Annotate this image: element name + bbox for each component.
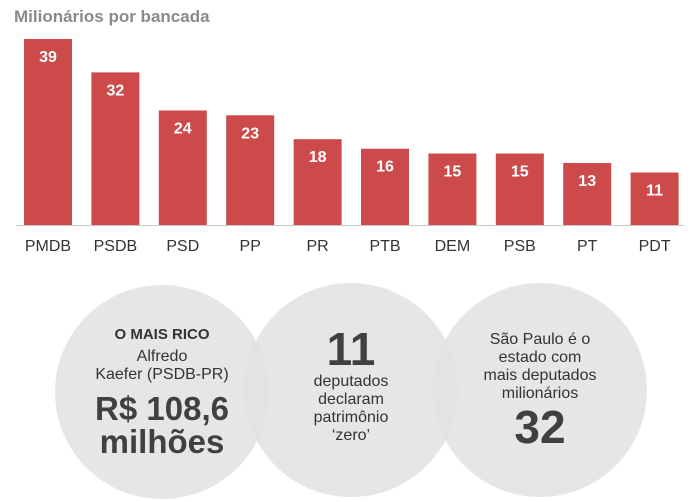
zero-assets-line4: ‘zero’ xyxy=(331,427,371,444)
x-tick-label: PR xyxy=(306,238,328,255)
bar-value-label: 18 xyxy=(309,149,327,166)
bar-pmdb xyxy=(24,39,72,225)
bar-pdt xyxy=(630,172,679,225)
x-tick-label: PT xyxy=(577,238,598,255)
bar-pt xyxy=(563,163,612,225)
x-tick-label: PSD xyxy=(166,238,199,255)
x-tick-label: PSDB xyxy=(94,238,138,255)
x-tick-label: PSB xyxy=(504,238,536,255)
state-line1: São Paulo é o xyxy=(489,331,591,348)
bar-value-label: 15 xyxy=(511,164,529,181)
x-tick-label: PP xyxy=(240,238,261,255)
bar-ptb xyxy=(361,148,409,225)
bar-value-label: 24 xyxy=(174,121,192,138)
bar-psb xyxy=(495,153,544,225)
x-tick-label: PTB xyxy=(369,238,400,255)
bar-value-label: 11 xyxy=(646,183,663,200)
x-tick-label: PMDB xyxy=(25,238,71,255)
state-count: 32 xyxy=(514,401,566,453)
x-tick-label: DEM xyxy=(435,238,471,255)
state-line4: milionários xyxy=(501,385,579,402)
bar-value-label: 15 xyxy=(444,164,462,181)
bar-dem xyxy=(428,153,477,225)
richest-value-line2: milhões xyxy=(99,423,225,460)
richest-value-line1: R$ 108,6 xyxy=(95,390,229,427)
bar-psdb xyxy=(91,72,140,226)
bar-value-label: 39 xyxy=(39,49,57,66)
zero-assets-count: 11 xyxy=(326,323,376,375)
state-circle: São Paulo é o estado com mais deputados … xyxy=(433,283,647,497)
zero-assets-circle: 11 deputados declaram patrimônio ‘zero’ xyxy=(244,283,458,497)
bar-chart: 39 PMDB 32 PSDB 24 PSD 23 PP 18 PR 16 PTB 15 DEM 15 PSB… xyxy=(16,39,684,255)
chart-title: Milionários por bancada xyxy=(14,7,210,26)
bar-pr xyxy=(293,139,342,225)
richest-heading: O MAIS RICO xyxy=(114,326,210,343)
zero-assets-line1: deputados xyxy=(313,373,389,390)
bar-value-label: 16 xyxy=(376,159,394,176)
richest-name-line1: Alfredo xyxy=(136,348,188,365)
richest-name-line2: Kaefer (PSDB-PR) xyxy=(95,366,229,383)
richest-deputy-circle: O MAIS RICO Alfredo Kaefer (PSDB-PR) R$ … xyxy=(55,285,269,499)
bar-psd xyxy=(158,110,207,225)
bar-pp xyxy=(226,115,275,225)
state-line3: mais deputados xyxy=(483,367,597,384)
zero-assets-line2: declaram xyxy=(318,391,384,408)
bar-value-label: 32 xyxy=(107,82,125,99)
state-line2: estado com xyxy=(498,349,582,366)
zero-assets-line3: patrimônio xyxy=(313,409,389,426)
x-tick-label: PDT xyxy=(639,238,671,255)
bar-value-label: 23 xyxy=(241,125,259,142)
bar-value-label: 13 xyxy=(578,173,596,190)
